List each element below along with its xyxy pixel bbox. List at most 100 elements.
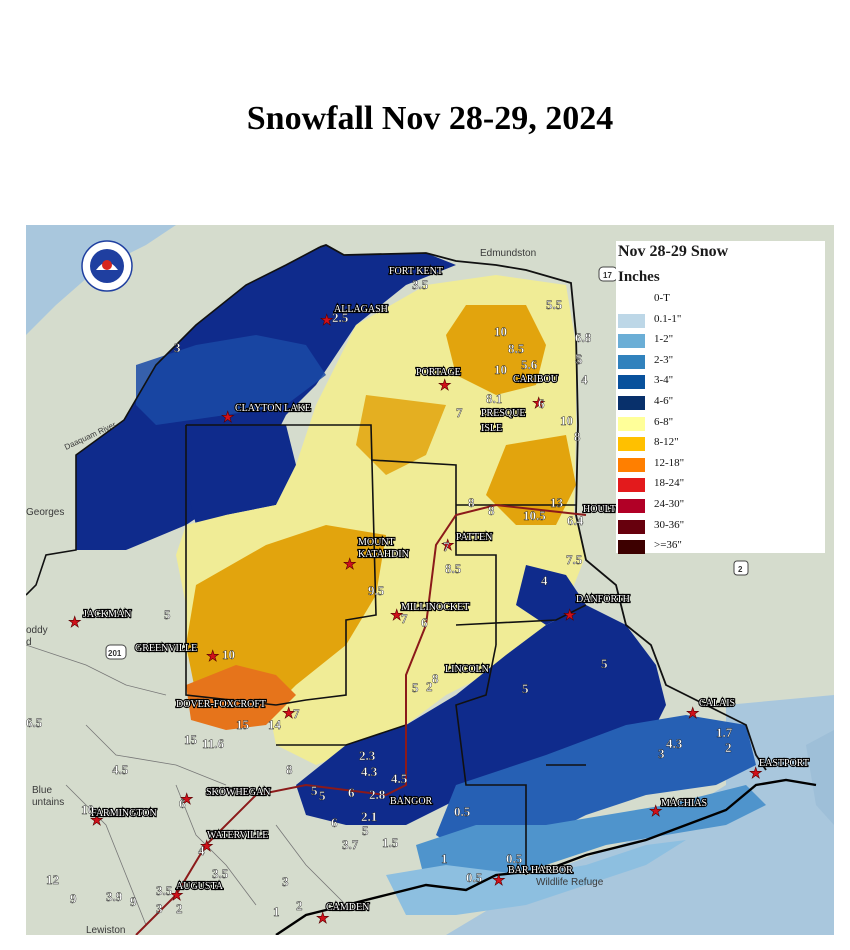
legend-swatch [618,437,645,452]
snow-observation: 4.5 [391,771,408,786]
snow-observation: 6 [348,785,355,800]
city-label: ISLE [481,423,502,434]
legend-title: Nov 28-29 Snow [618,243,729,260]
legend-item: 2-3" [618,353,818,370]
city-star-icon: ★ [438,378,451,394]
snow-observation: 8 [488,503,495,518]
snow-observation: 4 [541,573,548,588]
snow-4-6-south [296,605,666,825]
legend-label: 8-12" [654,436,679,449]
highway-201: 201 [108,649,122,658]
snow-observation: 6 [538,396,545,411]
snow-observation: 4 [581,372,588,387]
snow-observation: 13 [550,495,564,510]
city-label: DANFORTH [576,594,630,605]
snow-observation: 3.7 [342,837,359,852]
city-label: DOVER-FOXCROFT [176,699,266,710]
snow-observation: 2.5 [332,310,349,325]
snow-observation: 4 [198,843,205,858]
legend-label: 0.1-1" [654,312,682,325]
basemap-label-blue: Blue [32,785,52,796]
legend-swatch [618,540,645,555]
city-star-icon: ★ [200,839,213,855]
city-star-icon: ★ [343,557,356,573]
legend-item: 6-8" [618,415,818,432]
snow-observation: 10 [222,647,235,662]
snow-observation: 1 [441,851,448,866]
snow-3-4-southeast [436,715,756,855]
snow-1-2-coast [386,840,686,915]
river-water [26,225,176,335]
legend-label: 30-36" [654,518,685,531]
city-label: MILLINOCKET [401,602,469,613]
snow-observation: 4.5 [112,762,129,777]
snow-8-12-north [446,305,546,395]
snow-observation: 5 [575,351,582,366]
state-border-west [26,246,321,596]
city-star-icon: ★ [180,792,193,808]
highway-shields: 17 201 2 [105,266,749,660]
snow-observation: 5 [362,823,369,838]
legend-swatch [618,354,645,369]
city-star-icon: ★ [320,313,333,329]
snow-8-12-east [486,435,576,525]
legend-item: 1-2" [618,332,818,349]
snow-observation: 2 [296,898,303,913]
legend-label: 4-6" [654,395,674,407]
basemap-label-lewiston: Lewiston [86,925,125,935]
snow-observation: 3.5 [212,866,229,881]
city-star-icon: ★ [563,608,576,624]
legend-item: 3-4" [618,373,818,390]
snow-observation: 3.5 [412,277,429,292]
snow-observation: 8 [286,762,293,777]
legend-label: 6-8" [654,415,674,428]
city-label: FARMINGTON [91,808,157,819]
legend-item: 12-18" [618,456,818,473]
snow-observation: 2 [426,679,433,694]
legend-label: >=36" [654,539,682,552]
legend-swatch [618,519,645,534]
legend-item: 18-24" [618,476,818,493]
snow-observation: 7 [443,539,450,554]
city-label: FORT KENT [389,266,443,277]
snow-observation: 3.9 [106,889,123,904]
snow-observation: 10.5 [523,508,546,523]
city-label: CALAIS [699,698,735,709]
snow-observation: 5 [601,656,608,671]
snow-observation: 8.5 [508,341,525,356]
snow-observation: 8.5 [445,561,462,576]
legend-item: 0.1-1" [618,312,818,329]
snow-observation: 12 [46,872,59,887]
nws-logo-icon [81,240,133,292]
snow-8-12-center [356,395,446,475]
map-title: Snowfall Nov 28-29, 2024 [246,100,614,137]
city-labels: FORT KENT ALLAGASH PORTAGE CARIBOU PRESQUE IS… [82,265,810,914]
city-label: SKOWHEGAN [206,787,270,798]
city-label: KATAHDIN [358,549,409,560]
snow-observation: 15 [236,717,250,732]
legend-item: 30-36" [618,518,818,535]
legend-swatch [618,457,645,472]
city-label: PORTAGE [416,367,461,378]
city-label: PRESQUE [481,408,525,419]
legend-item: >=36" [618,538,818,555]
state-border [319,244,767,771]
snow-2-3-coastal [416,785,766,885]
city-label: JACKMAN [83,609,131,620]
snow-observation: 10 [494,362,507,377]
snow-observation: 10 [560,413,573,428]
basemap-label-d: d [26,637,32,648]
city-label: LINCOLN [445,664,489,675]
legend-label: 2-3" [654,353,674,366]
snow-observation: 7 [293,706,300,721]
legend-label: 0-T [654,292,670,304]
basemap-label-edmundston: Edmundston [480,248,536,259]
legend-swatch [618,375,645,390]
snow-observation: 9 [70,891,77,906]
legend-swatch [618,334,645,349]
city-star-icon: ★ [686,706,699,722]
basemap-label-refuge: Wildlife Refuge [536,877,604,888]
city-star-icon: ★ [221,410,234,426]
city-star-icon: ★ [532,396,545,412]
